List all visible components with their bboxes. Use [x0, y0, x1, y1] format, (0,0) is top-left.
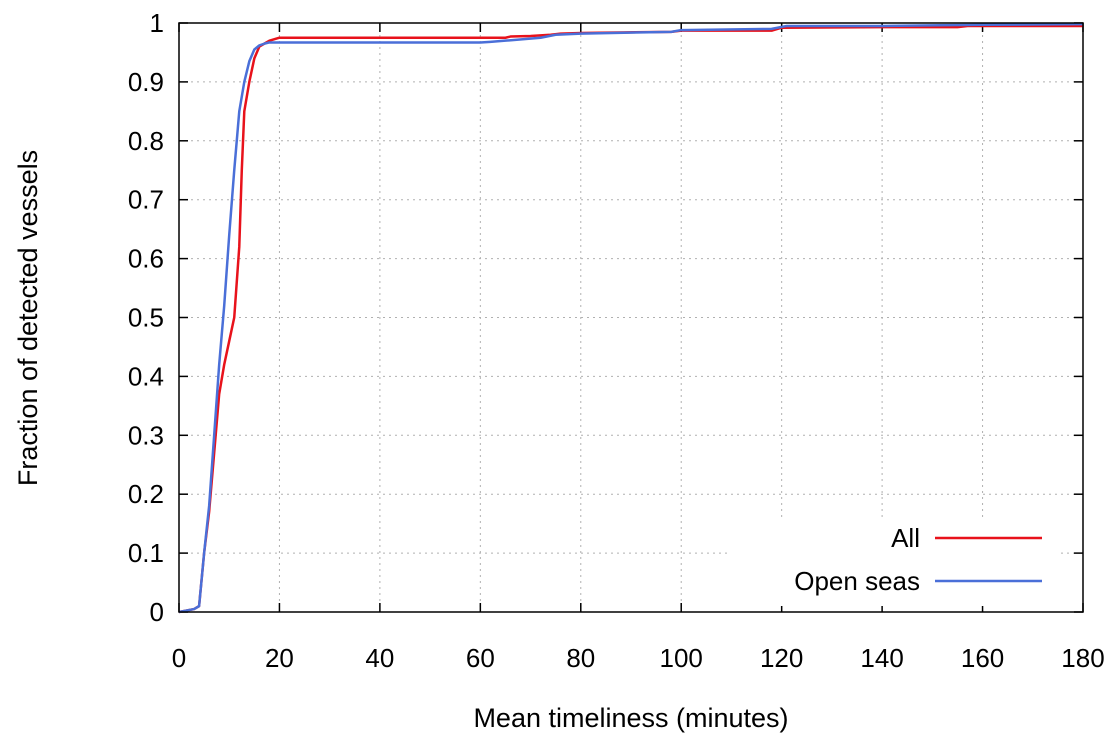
x-tick-label: 120: [760, 643, 803, 673]
grid-layer: [179, 23, 1083, 612]
legend-label-all: All: [891, 523, 920, 553]
x-tick-label: 20: [265, 643, 294, 673]
x-tick-label: 60: [466, 643, 495, 673]
legend-label-open-seas: Open seas: [794, 566, 920, 596]
x-tick-label: 0: [172, 643, 186, 673]
y-tick-label: 0.7: [128, 185, 164, 215]
y-axis-label: Fraction of detected vessels: [13, 150, 43, 486]
y-tick-label: 0.9: [128, 67, 164, 97]
legend: All Open seas: [728, 520, 1058, 606]
plot-frame: [178, 22, 1084, 613]
y-tick-label: 0.5: [128, 303, 164, 333]
y-tick-label: 0.6: [128, 244, 164, 274]
y-tick-label: 0.8: [128, 126, 164, 156]
x-axis-label: Mean timeliness (minutes): [473, 703, 788, 733]
legend-background: [728, 520, 1058, 606]
x-tick-label: 140: [860, 643, 903, 673]
x-tick-label: 180: [1061, 643, 1104, 673]
y-tick-label: 0.2: [128, 479, 164, 509]
series-layer: [178, 22, 1084, 614]
y-tick-label: 0.1: [128, 538, 164, 568]
x-tick-label: 160: [961, 643, 1004, 673]
ticks-layer: 0 20 40 60 80 100 120 140 160 180 0 0.1 0.2 0.3 0.4 0.5…: [128, 8, 1105, 673]
x-tick-label: 80: [566, 643, 595, 673]
x-tick-label: 100: [660, 643, 703, 673]
y-tick-label: 0: [150, 597, 164, 627]
x-tick-label: 40: [365, 643, 394, 673]
series-line-open-seas: [178, 22, 1084, 614]
y-tick-label: 0.3: [128, 420, 164, 450]
series-line-all: [178, 24, 1083, 614]
y-tick-label: 0.4: [128, 361, 164, 391]
y-tick-label: 1: [150, 8, 164, 38]
